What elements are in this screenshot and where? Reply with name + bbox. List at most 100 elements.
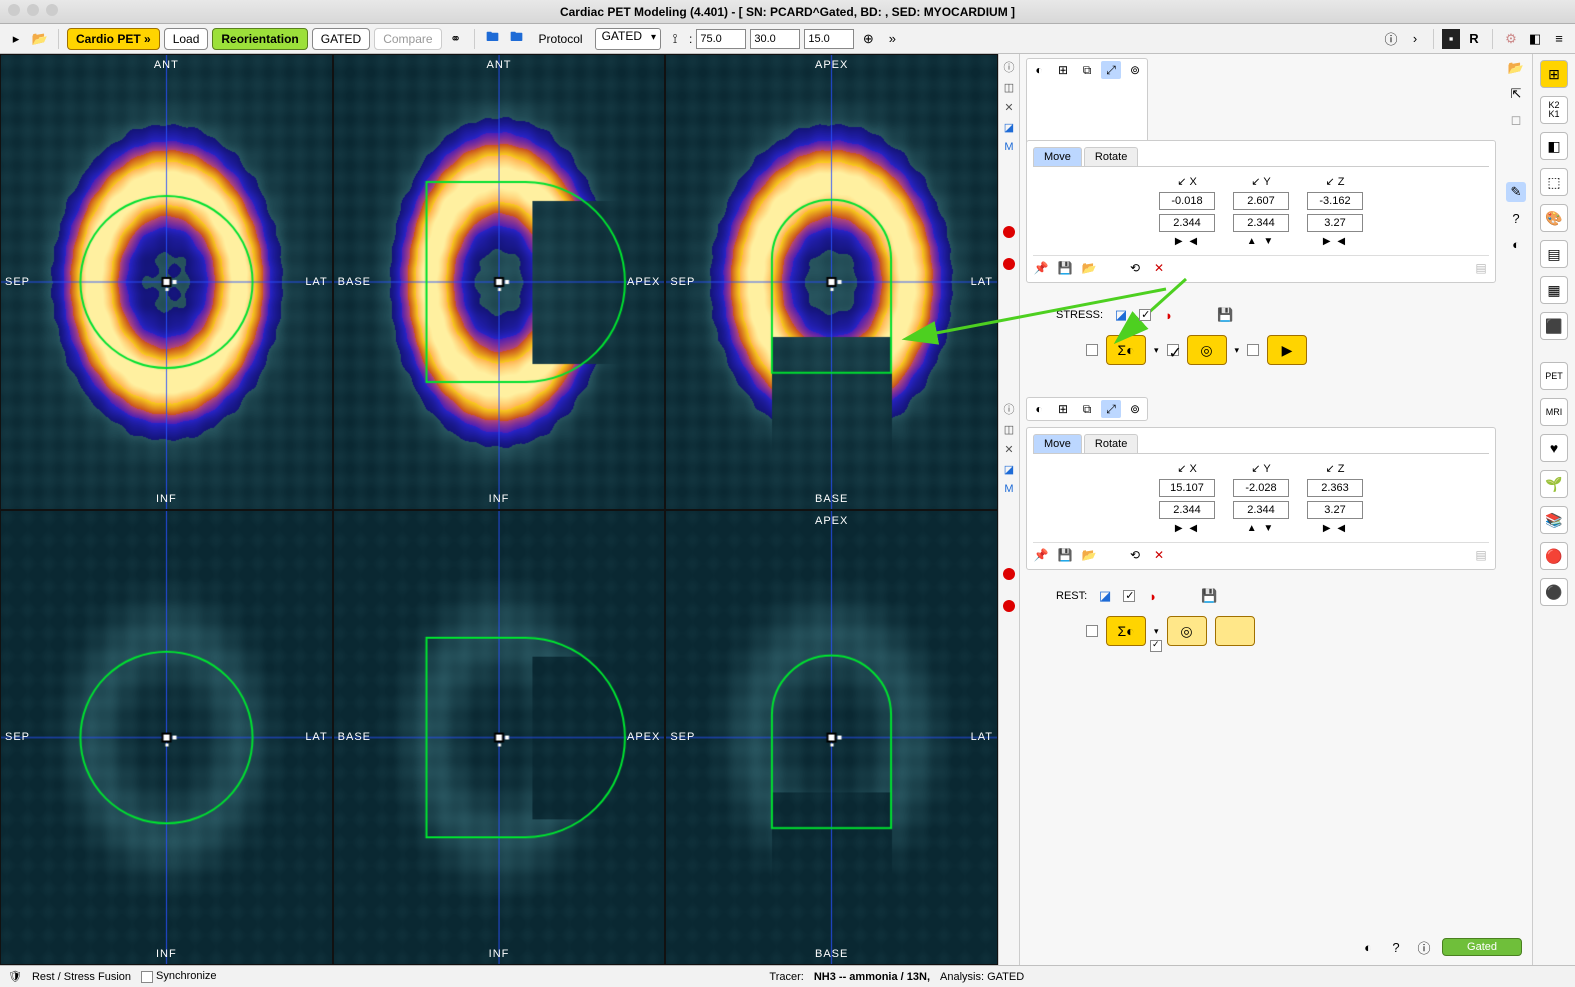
y2-input[interactable] [1233,501,1289,519]
next-icon[interactable]: › [1405,29,1425,49]
play-button[interactable] [1215,616,1255,646]
chart-icon[interactable]: ◪ [1002,120,1016,134]
menu-icon[interactable]: ≡ [1549,29,1569,49]
bars-icon[interactable]: ▦ [1540,276,1568,304]
save-icon[interactable]: 💾 [1199,586,1219,606]
compare-button[interactable]: Compare [374,28,441,50]
add-layer-icon[interactable]: ⊞ [1540,60,1568,88]
pin-icon[interactable]: 📌 [1033,260,1049,276]
record-icon[interactable] [1003,568,1015,580]
stress-check[interactable]: ✓ [1139,309,1151,321]
help-icon[interactable]: ? [1386,937,1406,957]
chk1[interactable] [1086,625,1098,637]
chart-icon[interactable]: ◪ [1002,462,1016,476]
mode1-icon[interactable]: ◐ [1029,61,1049,79]
chk3[interactable] [1247,344,1259,356]
reset-icon[interactable]: ⟲ [1127,547,1143,563]
view-icon[interactable]: ◫ [1002,422,1016,436]
mode3-icon[interactable]: ⧉ [1077,400,1097,418]
box3d-icon[interactable]: ⬛ [1540,312,1568,340]
input-c[interactable] [804,29,854,49]
paint-icon[interactable]: 🎨 [1540,204,1568,232]
mode4-icon[interactable]: ⤢ [1101,61,1121,79]
terminal-icon[interactable]: ▪ [1442,29,1460,49]
heart-icon[interactable]: ◗ [1143,586,1163,606]
z1-input[interactable] [1307,479,1363,497]
mode2-icon[interactable]: ⊞ [1053,400,1073,418]
pin-icon[interactable]: 📌 [1033,547,1049,563]
gated-select[interactable]: GATED [595,28,661,50]
tool-icon[interactable]: ⟟ [665,29,685,49]
rest-view-icon[interactable]: ◪ [1095,586,1115,606]
m-icon[interactable]: M [1002,482,1016,496]
mode2-icon[interactable]: ⊞ [1053,61,1073,79]
rgb-icon[interactable]: 🔴 [1540,542,1568,570]
mode4-icon[interactable]: ⤢ [1101,400,1121,418]
close-icon[interactable]: ✕ [1002,442,1016,456]
grip-icon[interactable]: ▤ [1473,260,1489,276]
z2-input[interactable] [1307,501,1363,519]
m-icon[interactable]: M [1002,140,1016,154]
sphere-icon[interactable]: ⚫ [1540,578,1568,606]
k-icon[interactable]: K2K1 [1540,96,1568,124]
record-icon[interactable] [1003,226,1015,238]
y2-input[interactable] [1233,214,1289,232]
x2-input[interactable] [1159,214,1215,232]
heart-icon[interactable]: ♥ [1540,434,1568,462]
settings-icon[interactable]: ⚙ [1501,29,1521,49]
info-icon[interactable]: ⓘ [1002,402,1016,416]
contrast-icon[interactable]: ◐ [1358,937,1378,957]
load-button[interactable]: Load [164,28,209,50]
plant-icon[interactable]: 🌱 [1540,470,1568,498]
view-icon[interactable]: ◫ [1002,80,1016,94]
z-arrows[interactable]: ▶ ◀ [1323,523,1347,534]
brush-icon[interactable]: ✎ [1506,182,1526,202]
db2-icon[interactable]: 🖿 [507,29,527,49]
y1-input[interactable] [1233,479,1289,497]
link-icon[interactable]: ⚭ [446,29,466,49]
input-b[interactable] [750,29,800,49]
ring-button[interactable]: ◎ [1187,335,1227,365]
r-icon[interactable]: R [1464,29,1484,49]
dock-icon[interactable]: ◧ [1525,29,1545,49]
z1-input[interactable] [1307,192,1363,210]
y1-input[interactable] [1233,192,1289,210]
reorientation-button[interactable]: Reorientation [212,28,307,50]
close-icon[interactable]: ✕ [1002,100,1016,114]
pet-icon[interactable]: PET [1540,362,1568,390]
z-arrows[interactable]: ▶ ◀ [1323,236,1347,247]
mode5-icon[interactable]: ⊚ [1125,400,1145,418]
info-icon[interactable]: ⓘ [1381,29,1401,49]
open-icon[interactable]: 📂 [1081,260,1097,276]
play-icon[interactable]: » [882,29,902,49]
db-icon[interactable]: 🖿 [483,29,503,49]
mri-icon[interactable]: MRI [1540,398,1568,426]
help-icon[interactable]: ? [1506,208,1526,228]
mode1-icon[interactable]: ◐ [1029,400,1049,418]
cardio-pet-button[interactable]: Cardio PET » [67,28,160,50]
shapes-icon[interactable]: ◧ [1540,132,1568,160]
input-a[interactable] [696,29,746,49]
y-arrows[interactable]: ▲ ▼ [1247,523,1276,534]
layers-icon[interactable]: ▤ [1540,240,1568,268]
x1-input[interactable] [1159,479,1215,497]
tab-move[interactable]: Move [1033,434,1082,453]
rest-check[interactable]: ✓ [1123,590,1135,602]
x1-input[interactable] [1159,192,1215,210]
z2-input[interactable] [1307,214,1363,232]
gated-run-button[interactable]: Gated [1442,938,1522,956]
mode5-icon[interactable]: ⊚ [1125,61,1145,79]
folder-icon[interactable]: 📂 [30,29,50,49]
x2-input[interactable] [1159,501,1215,519]
record2-icon[interactable] [1003,600,1015,612]
stack-icon[interactable]: 📚 [1540,506,1568,534]
chk2[interactable]: ✓ [1167,344,1179,356]
record2-icon[interactable] [1003,258,1015,270]
save-icon[interactable]: 💾 [1057,547,1073,563]
ring-button[interactable]: ◎ [1167,616,1207,646]
sync-checkbox[interactable] [141,971,153,983]
tab-rotate[interactable]: Rotate [1084,147,1138,166]
sigma-button[interactable]: Σ◐ [1106,616,1146,646]
mode3-icon[interactable]: ⧉ [1077,61,1097,79]
y-arrows[interactable]: ▲ ▼ [1247,236,1276,247]
